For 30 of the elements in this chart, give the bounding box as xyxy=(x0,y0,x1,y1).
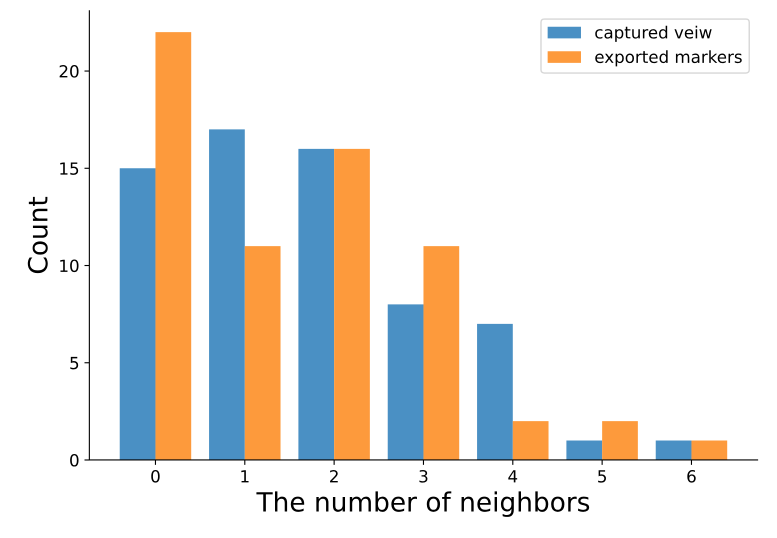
bar xyxy=(388,304,424,460)
bar xyxy=(566,440,602,460)
y-tick-label: 5 xyxy=(70,356,78,370)
bar xyxy=(155,32,192,460)
bar xyxy=(209,129,245,460)
legend-label: exported markers xyxy=(595,50,742,66)
legend-label: captured veiw xyxy=(595,26,712,42)
x-tick-label: 4 xyxy=(508,470,518,482)
bar xyxy=(298,148,334,460)
x-tick-label: 5 xyxy=(598,470,606,483)
bar xyxy=(656,440,692,460)
bar xyxy=(512,421,549,460)
bar xyxy=(477,324,513,460)
x-axis-title: The number of neighbors xyxy=(256,491,590,517)
y-tick-label: 20 xyxy=(60,65,79,78)
y-tick-label: 0 xyxy=(70,454,79,467)
x-tick-label: 0 xyxy=(151,470,160,483)
x-tick-label: 2 xyxy=(330,470,338,482)
bar xyxy=(120,168,156,460)
y-tick-label: 15 xyxy=(60,162,78,175)
bar xyxy=(423,246,460,460)
x-tick-label: 1 xyxy=(241,470,249,482)
x-tick-label: 6 xyxy=(687,470,696,483)
bar xyxy=(334,148,370,460)
bar xyxy=(244,246,281,460)
y-axis-title: Count xyxy=(28,196,48,274)
bar xyxy=(691,440,728,460)
x-tick-label: 3 xyxy=(419,470,428,483)
y-tick-label: 10 xyxy=(60,259,79,272)
bar xyxy=(602,421,638,460)
